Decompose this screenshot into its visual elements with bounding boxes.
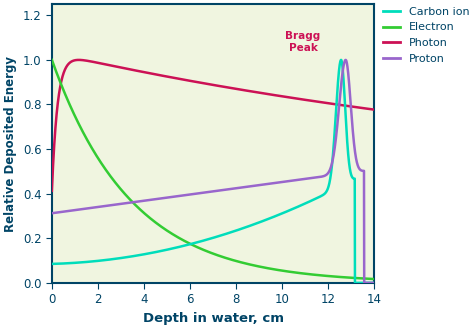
- X-axis label: Depth in water, cm: Depth in water, cm: [143, 312, 283, 325]
- Legend: Carbon ion, Electron, Photon, Proton: Carbon ion, Electron, Photon, Proton: [383, 7, 469, 63]
- Text: Bragg
Peak: Bragg Peak: [285, 31, 320, 53]
- Y-axis label: Relative Deposited Energy: Relative Deposited Energy: [4, 56, 17, 232]
